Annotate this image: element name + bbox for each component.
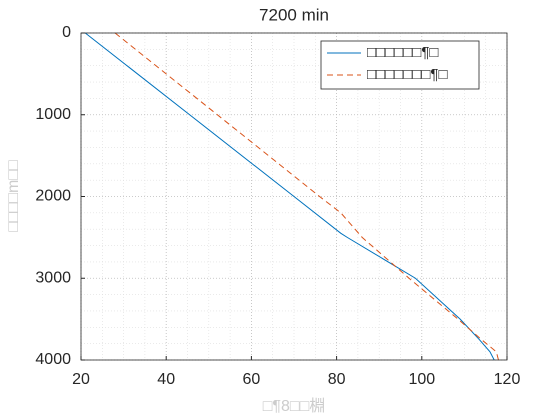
data-line bbox=[84, 32, 495, 361]
legend-label: □□□□□□□¶□ bbox=[367, 66, 448, 83]
x-tick-label: 60 bbox=[243, 371, 261, 388]
chart-title: 7200 min bbox=[259, 5, 329, 24]
y-tick-label: 4000 bbox=[35, 351, 71, 368]
x-axis-label: □¶8□□棩 bbox=[263, 397, 326, 415]
data-line bbox=[114, 32, 499, 361]
legend-label: □□□□□□¶□ bbox=[367, 44, 438, 61]
x-tick-label: 40 bbox=[157, 371, 175, 388]
x-tick-label: 120 bbox=[494, 371, 521, 388]
y-tick-label: 0 bbox=[62, 24, 71, 41]
y-tick-label: 3000 bbox=[35, 269, 71, 286]
axes-box bbox=[80, 32, 508, 361]
y-tick-label: 2000 bbox=[35, 188, 71, 205]
x-tick-label: 100 bbox=[408, 371, 435, 388]
legend-box bbox=[320, 40, 480, 90]
y-tick-label: 1000 bbox=[35, 106, 71, 123]
x-tick-label: 20 bbox=[72, 371, 90, 388]
y-axis-label: □□□□m□□ bbox=[5, 160, 22, 232]
x-tick-label: 80 bbox=[328, 371, 346, 388]
